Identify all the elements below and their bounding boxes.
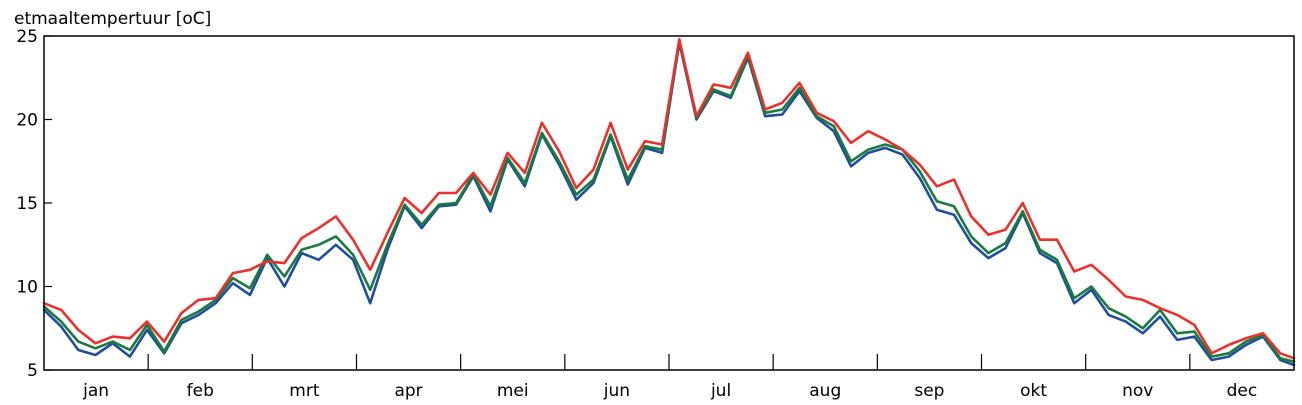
month-label-dec: dec [1227,381,1258,401]
month-label-jun: jun [603,381,630,401]
month-label-mei: mei [497,381,529,401]
month-label-aug: aug [809,381,841,401]
y-axis-label: etmaaltempertuur [oC] [14,9,211,29]
y-tick-label: 20 [16,111,38,131]
month-label-sep: sep [914,381,944,401]
month-label-jul: jul [710,381,731,401]
month-label-nov: nov [1122,381,1153,401]
y-ticks: 5 10 15 20 25 [16,27,52,381]
series-line-3 [42,37,1296,360]
plot-frame [43,35,1295,371]
month-label-okt: okt [1020,381,1047,401]
month-label-apr: apr [394,381,422,401]
y-tick-label: 15 [16,194,38,214]
series-line-1 [42,41,1296,367]
series-group [42,37,1296,367]
month-labels: jan feb mrt apr mei jun jul aug sep okt nov dec [82,354,1257,401]
month-label-feb: feb [187,381,214,401]
y-tick-label: 25 [16,27,38,47]
month-label-mrt: mrt [289,381,320,401]
y-tick-label: 10 [16,278,38,298]
month-label-jan: jan [82,381,109,401]
y-tick-label: 5 [27,361,38,381]
